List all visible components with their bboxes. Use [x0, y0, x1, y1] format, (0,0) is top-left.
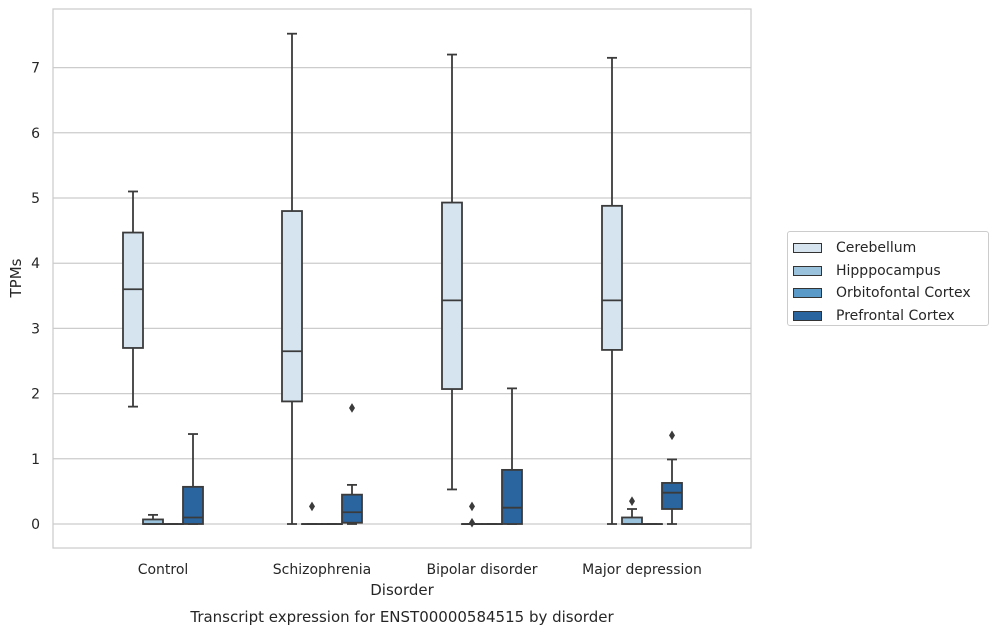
box-0-2 [441, 53, 463, 491]
y-axis-label: TPMs [7, 258, 25, 298]
box-3-3 [661, 430, 683, 525]
x-tick-label: Major depression [582, 562, 702, 578]
box-3-0 [182, 433, 204, 525]
outlier-point [309, 501, 315, 512]
box-body [281, 210, 303, 403]
box-1-2 [461, 501, 483, 528]
legend-swatch [793, 265, 822, 276]
y-tick-labels: 0 1 2 3 4 5 6 7 [31, 61, 40, 533]
legend-label: Orbitofontal Cortex [836, 285, 971, 302]
y-tick-label: 3 [31, 321, 40, 337]
outlier-point [349, 403, 355, 413]
x-tick-label: Schizophrenia [273, 562, 371, 578]
outlier-point [469, 517, 475, 528]
y-tick-label: 5 [31, 191, 40, 207]
x-axis-label: Disorder [370, 581, 434, 599]
legend-item: Orbitofontal Cortex [793, 282, 988, 305]
box-body [661, 482, 683, 510]
box-0-3 [601, 56, 623, 525]
y-tick-label: 0 [31, 517, 40, 533]
box-3-1 [341, 403, 363, 525]
y-tick-label: 2 [31, 387, 40, 403]
box-3-2 [501, 387, 523, 525]
boxes [122, 32, 683, 528]
box-body [601, 204, 623, 351]
box-body [621, 516, 643, 525]
y-tick-label: 7 [31, 61, 40, 77]
x-tick-label: Control [138, 562, 189, 578]
gridlines [53, 66, 751, 525]
outlier-point [669, 430, 675, 441]
box-body [341, 493, 363, 524]
y-tick-label: 4 [31, 256, 40, 272]
x-tick-label: Bipolar disorder [426, 562, 537, 578]
legend-item: Prefrontal Cortex [793, 305, 988, 328]
box-1-1 [301, 501, 323, 526]
legend: Cerebellum Hipppocampus Orbitofontal Cor… [787, 231, 989, 326]
legend-label: Hipppocampus [836, 262, 941, 279]
box-0-0 [122, 190, 144, 408]
legend-label: Cerebellum [836, 240, 917, 257]
legend-label: Prefrontal Cortex [836, 307, 955, 324]
x-tick-labels: Control Schizophrenia Bipolar disorder Majo… [138, 562, 702, 578]
legend-item: Hipppocampus [793, 260, 988, 283]
box-body [501, 468, 523, 525]
box-body [441, 201, 463, 390]
legend-item: Cerebellum [793, 237, 988, 260]
legend-swatch [793, 288, 822, 299]
box-body [122, 231, 144, 349]
box-0-1 [281, 32, 303, 525]
legend-swatch [793, 310, 822, 321]
plot-frame [52, 8, 752, 549]
chart-title: Transcript expression for ENST0000058451… [189, 608, 614, 626]
outlier-point [629, 496, 635, 506]
legend-swatch [793, 243, 822, 254]
box-body [182, 485, 204, 525]
box-1-0 [142, 513, 164, 525]
outlier-point [469, 501, 475, 512]
y-tick-label: 1 [31, 452, 40, 468]
y-tick-label: 6 [31, 126, 40, 142]
box-1-3 [621, 496, 643, 525]
